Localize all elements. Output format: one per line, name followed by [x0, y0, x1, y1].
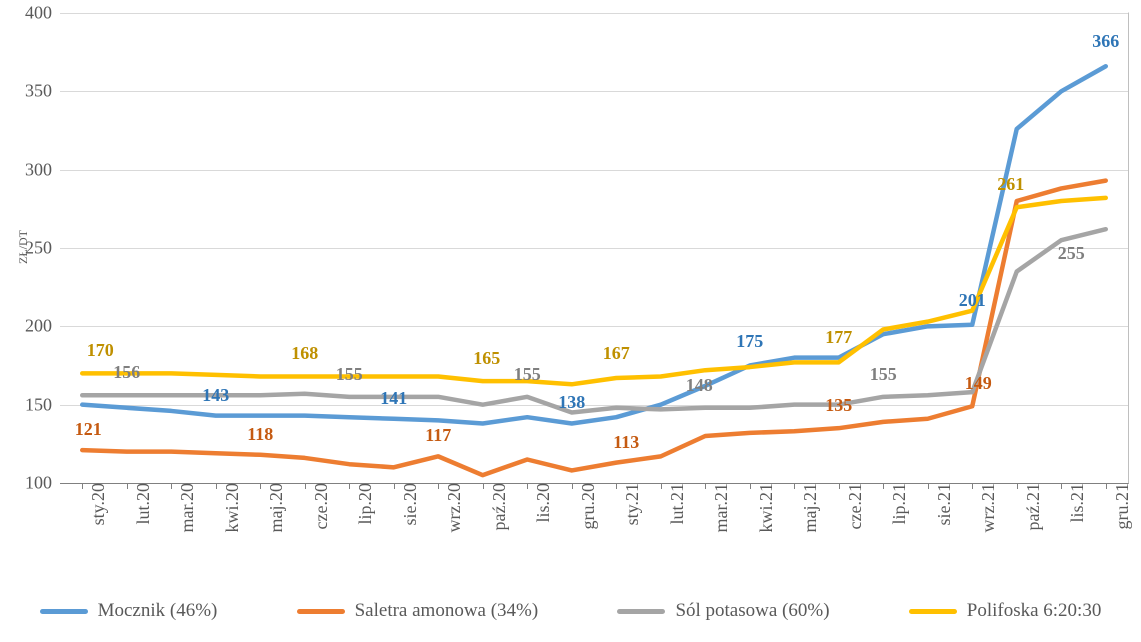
- x-tick-label: kwi.21: [750, 483, 777, 533]
- series-line: [82, 181, 1106, 476]
- x-tick-label: wrz.20: [438, 483, 465, 532]
- y-tick-label: 400: [25, 3, 60, 24]
- x-tick-label: lut.20: [127, 483, 154, 525]
- legend-item: Polifoska 6:20:30: [909, 600, 1102, 622]
- x-tick-label: lis.21: [1061, 483, 1088, 523]
- x-tick-label: mar.21: [705, 483, 732, 533]
- x-tick-label: cze.21: [839, 483, 866, 529]
- x-tick-label: paź.21: [1017, 483, 1044, 530]
- x-tick-mark: [928, 483, 929, 489]
- x-tick-mark: [883, 483, 884, 489]
- x-tick-label: lut.21: [661, 483, 688, 525]
- data-label: 366: [1092, 31, 1119, 52]
- legend-swatch: [297, 609, 345, 614]
- x-tick-label: sie.20: [394, 483, 421, 526]
- x-tick-mark: [794, 483, 795, 489]
- x-tick-label: mar.20: [171, 483, 198, 533]
- data-label: 156: [113, 362, 140, 383]
- legend-swatch: [617, 609, 665, 614]
- data-label: 141: [380, 388, 407, 409]
- legend-label: Polifoska 6:20:30: [967, 600, 1102, 622]
- x-tick-mark: [1106, 483, 1107, 489]
- data-label: 201: [959, 290, 986, 311]
- y-tick-label: 150: [25, 394, 60, 415]
- x-tick-mark: [127, 483, 128, 489]
- data-label: 175: [736, 331, 763, 352]
- y-tick-label: 300: [25, 159, 60, 180]
- series-line: [82, 66, 1106, 423]
- data-label: 117: [425, 425, 451, 446]
- legend-label: Saletra amonowa (34%): [355, 600, 539, 622]
- data-label: 149: [965, 373, 992, 394]
- x-tick-label: lip.21: [883, 483, 910, 525]
- data-label: 118: [247, 424, 273, 445]
- x-tick-mark: [572, 483, 573, 489]
- data-label: 148: [686, 375, 713, 396]
- series-line: [82, 229, 1106, 412]
- legend-item: Sól potasowa (60%): [617, 600, 829, 622]
- x-tick-mark: [305, 483, 306, 489]
- data-label: 165: [473, 348, 500, 369]
- data-label: 113: [613, 432, 639, 453]
- x-tick-label: maj.21: [794, 483, 821, 533]
- x-tick-mark: [82, 483, 83, 489]
- x-tick-mark: [394, 483, 395, 489]
- data-label: 255: [1058, 243, 1085, 264]
- data-label: 155: [336, 364, 363, 385]
- legend-label: Mocznik (46%): [98, 600, 218, 622]
- series-lines: [60, 13, 1128, 483]
- x-tick-label: gru.21: [1106, 483, 1133, 530]
- y-tick-label: 200: [25, 316, 60, 337]
- x-tick-mark: [616, 483, 617, 489]
- x-tick-mark: [1017, 483, 1018, 489]
- x-tick-label: kwi.20: [216, 483, 243, 533]
- data-label: 121: [75, 419, 102, 440]
- data-label: 261: [997, 174, 1024, 195]
- x-tick-mark: [750, 483, 751, 489]
- x-tick-mark: [972, 483, 973, 489]
- x-tick-mark: [438, 483, 439, 489]
- x-tick-mark: [216, 483, 217, 489]
- data-label: 143: [202, 385, 229, 406]
- x-tick-mark: [171, 483, 172, 489]
- legend: Mocznik (46%) Saletra amonowa (34%) Sól po…: [0, 600, 1141, 622]
- x-tick-label: wrz.21: [972, 483, 999, 532]
- x-tick-mark: [839, 483, 840, 489]
- x-tick-mark: [1061, 483, 1062, 489]
- y-tick-label: 350: [25, 81, 60, 102]
- fertilizer-price-chart: 100150200250300350400sty.20lut.20mar.20k…: [0, 0, 1141, 642]
- x-tick-label: sty.21: [616, 483, 643, 525]
- x-tick-label: sty.20: [82, 483, 109, 525]
- data-label: 138: [558, 392, 585, 413]
- x-tick-mark: [260, 483, 261, 489]
- data-label: 170: [87, 340, 114, 361]
- x-tick-mark: [483, 483, 484, 489]
- x-tick-label: paź.20: [483, 483, 510, 530]
- data-label: 155: [514, 364, 541, 385]
- x-tick-mark: [661, 483, 662, 489]
- legend-item: Saletra amonowa (34%): [297, 600, 539, 622]
- data-label: 167: [603, 343, 630, 364]
- x-tick-label: gru.20: [572, 483, 599, 530]
- x-tick-label: sie.21: [928, 483, 955, 526]
- x-tick-label: cze.20: [305, 483, 332, 529]
- plot-area: 100150200250300350400sty.20lut.20mar.20k…: [60, 12, 1129, 484]
- series-line: [82, 198, 1106, 384]
- x-tick-label: maj.20: [260, 483, 287, 533]
- x-tick-mark: [705, 483, 706, 489]
- x-tick-label: lip.20: [349, 483, 376, 525]
- y-tick-label: 100: [25, 473, 60, 494]
- legend-swatch: [909, 609, 957, 614]
- data-label: 168: [291, 343, 318, 364]
- y-axis-title: ZŁ/DT: [16, 230, 31, 264]
- data-label: 155: [870, 364, 897, 385]
- x-tick-mark: [349, 483, 350, 489]
- x-tick-label: lis.20: [527, 483, 554, 523]
- legend-label: Sól potasowa (60%): [675, 600, 829, 622]
- legend-swatch: [40, 609, 88, 614]
- data-label: 177: [825, 327, 852, 348]
- legend-item: Mocznik (46%): [40, 600, 218, 622]
- data-label: 135: [825, 395, 852, 416]
- x-tick-mark: [527, 483, 528, 489]
